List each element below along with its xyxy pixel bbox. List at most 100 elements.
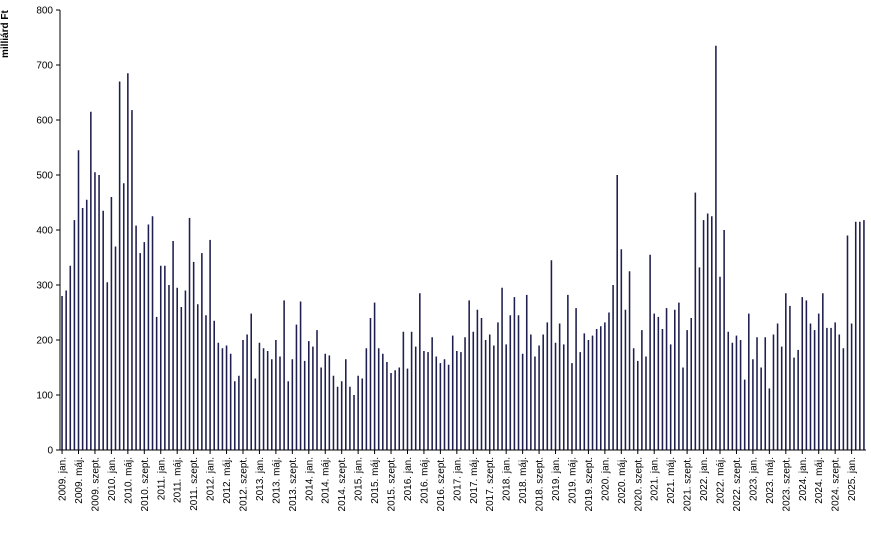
y-tick-label: 700 bbox=[36, 61, 53, 72]
bar bbox=[357, 375, 359, 450]
bar bbox=[414, 346, 417, 450]
bar bbox=[303, 360, 306, 450]
bar bbox=[558, 323, 561, 450]
bar bbox=[254, 378, 257, 450]
bar bbox=[686, 330, 688, 450]
bar bbox=[90, 111, 92, 450]
bar bbox=[620, 249, 623, 450]
x-tick-label: 2012. jan. bbox=[206, 457, 217, 501]
bar bbox=[624, 309, 627, 450]
bar bbox=[715, 45, 717, 450]
bar bbox=[398, 367, 401, 450]
bar bbox=[225, 345, 228, 450]
bar bbox=[377, 348, 380, 450]
bar bbox=[513, 297, 516, 450]
bar bbox=[279, 356, 281, 450]
x-tick-label: 2023. szept. bbox=[781, 457, 792, 511]
x-tick-label: 2022. szept. bbox=[732, 457, 743, 511]
bar bbox=[369, 318, 372, 450]
bar bbox=[776, 323, 779, 450]
bar bbox=[797, 349, 799, 450]
x-tick-label: 2012. szept. bbox=[238, 457, 249, 511]
x-tick-label: 2016. máj. bbox=[419, 457, 430, 504]
bar bbox=[229, 353, 232, 450]
x-tick-label: 2015. máj. bbox=[370, 457, 381, 504]
bar bbox=[209, 239, 211, 450]
bar bbox=[258, 342, 261, 450]
bar bbox=[266, 351, 269, 450]
bar bbox=[180, 307, 183, 450]
x-tick-label: 2011. máj. bbox=[173, 457, 184, 503]
x-tick-label: 2025. jan. bbox=[847, 457, 858, 501]
x-tick-label: 2023. jan. bbox=[748, 457, 759, 501]
bar bbox=[238, 375, 240, 450]
x-tick-label: 2010. szept. bbox=[140, 457, 151, 511]
y-tick-label: 100 bbox=[36, 391, 53, 402]
bar bbox=[859, 221, 861, 450]
x-tick-label: 2018. máj. bbox=[518, 457, 529, 504]
bar bbox=[451, 335, 454, 450]
bar bbox=[587, 340, 590, 450]
bar bbox=[484, 340, 487, 450]
y-axis-ticks: 0 100 200 300 400 500 600 700 800 bbox=[36, 6, 60, 457]
bar bbox=[846, 235, 849, 450]
bar bbox=[546, 322, 549, 450]
x-tick-label: 2021. máj. bbox=[666, 457, 677, 504]
bar bbox=[731, 342, 734, 450]
bar bbox=[139, 253, 141, 450]
bar bbox=[678, 302, 680, 450]
bar bbox=[826, 327, 828, 450]
bar bbox=[98, 175, 100, 450]
bar bbox=[669, 344, 672, 450]
bar bbox=[172, 241, 174, 450]
bar bbox=[542, 334, 544, 450]
bar bbox=[698, 267, 701, 450]
bar bbox=[863, 220, 865, 450]
bar bbox=[361, 378, 364, 450]
bar bbox=[188, 217, 191, 450]
bar bbox=[632, 348, 635, 450]
x-tick-label: 2014. máj. bbox=[321, 457, 332, 504]
bar bbox=[657, 316, 660, 450]
bar bbox=[550, 260, 553, 450]
bar bbox=[373, 302, 376, 450]
bar bbox=[591, 335, 594, 450]
bar bbox=[168, 285, 170, 450]
bar bbox=[599, 326, 602, 450]
bar bbox=[616, 175, 618, 450]
bar bbox=[464, 337, 466, 450]
bar bbox=[176, 287, 178, 450]
x-tick-label: 2009. máj. bbox=[74, 457, 85, 504]
bar bbox=[509, 315, 512, 450]
bar bbox=[447, 364, 450, 450]
x-tick-label: 2023. máj. bbox=[765, 457, 776, 504]
bar bbox=[612, 285, 614, 450]
bar bbox=[196, 304, 199, 450]
y-axis-label: milliárd Ft bbox=[0, 10, 11, 58]
bar bbox=[81, 208, 84, 450]
x-tick-label: 2012. máj. bbox=[222, 457, 233, 504]
bar bbox=[406, 368, 409, 450]
x-tick-label: 2017. máj. bbox=[469, 457, 480, 504]
bar bbox=[727, 331, 730, 450]
bar bbox=[295, 324, 298, 450]
bar bbox=[801, 297, 804, 450]
x-tick-label: 2014. szept. bbox=[337, 457, 348, 511]
bar bbox=[233, 381, 236, 450]
x-tick-label: 2020. máj. bbox=[617, 457, 628, 504]
bar bbox=[135, 225, 137, 450]
bar bbox=[595, 329, 598, 450]
bar bbox=[118, 81, 121, 450]
bar bbox=[525, 294, 528, 450]
bar bbox=[764, 337, 767, 450]
bar bbox=[402, 331, 405, 450]
bar bbox=[674, 309, 676, 450]
x-tick-label: 2018. szept. bbox=[535, 457, 546, 511]
bar bbox=[488, 334, 491, 450]
bar bbox=[694, 192, 697, 450]
bar bbox=[410, 331, 413, 450]
bar bbox=[460, 352, 462, 450]
bar bbox=[110, 197, 113, 450]
y-tick-label: 800 bbox=[36, 6, 53, 17]
